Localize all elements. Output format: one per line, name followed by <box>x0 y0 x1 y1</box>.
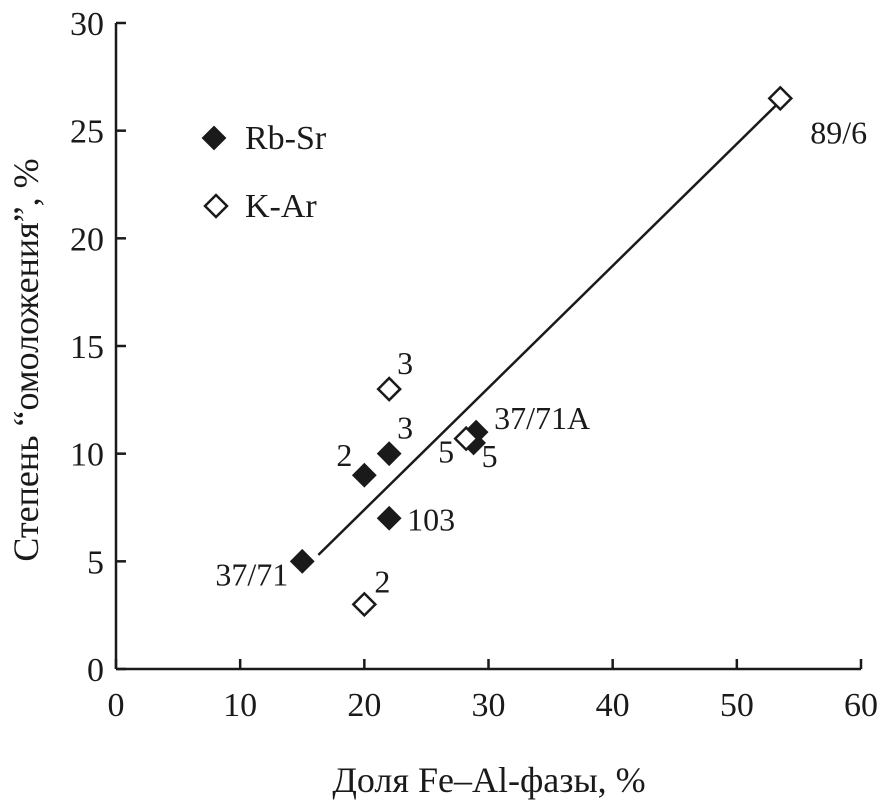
point-label: 37/71A <box>494 400 590 436</box>
x-tick-label: 10 <box>223 687 257 724</box>
legend-label-rb-sr: Rb-Sr <box>245 120 327 157</box>
y-tick-label: 0 <box>87 652 104 689</box>
legend-label-k-ar: K-Ar <box>245 188 317 225</box>
y-tick-label: 20 <box>70 221 104 258</box>
point-label: 37/71 <box>215 556 288 592</box>
y-axis-ticks: 0 5 10 15 20 25 30 <box>70 6 126 689</box>
x-tick-label: 20 <box>347 687 381 724</box>
x-tick-label: 60 <box>844 687 878 724</box>
legend-marker-rb-sr <box>201 125 227 151</box>
trendline-group <box>317 103 778 556</box>
legend-marker-k-ar <box>203 193 229 219</box>
rb-sr-point <box>351 462 377 488</box>
point-label: 2 <box>374 563 390 599</box>
data-points <box>289 85 794 618</box>
x-axis-ticks: 0 10 20 30 40 50 60 <box>108 659 878 724</box>
y-tick-label: 10 <box>70 437 104 474</box>
legend: Rb-Sr K-Ar <box>201 120 327 225</box>
point-label: 5 <box>482 438 498 474</box>
x-tick-label: 40 <box>596 687 630 724</box>
k-ar-point <box>376 376 402 402</box>
x-tick-label: 30 <box>472 687 506 724</box>
rb-sr-point <box>376 441 402 467</box>
y-tick-label: 5 <box>87 544 104 581</box>
y-axis-title: Степень “омоложения”, % <box>6 158 46 561</box>
y-tick-label: 25 <box>70 114 104 151</box>
trendline <box>317 103 778 556</box>
k-ar-point <box>351 591 378 618</box>
x-axis-title: Доля Fe–Al-фазы, % <box>332 760 645 800</box>
point-label: 3 <box>397 345 413 381</box>
point-label: 5 <box>438 434 454 470</box>
rb-sr-point <box>289 548 315 574</box>
point-label: 3 <box>397 410 413 446</box>
k-ar-point <box>453 425 479 452</box>
point-label: 103 <box>407 501 455 537</box>
k-ar-point <box>767 85 794 112</box>
x-tick-label: 0 <box>108 687 125 724</box>
point-label: 89/6 <box>810 114 867 150</box>
x-tick-label: 50 <box>720 687 754 724</box>
y-tick-label: 30 <box>70 6 104 43</box>
rb-sr-point <box>376 505 402 531</box>
y-tick-label: 15 <box>70 329 104 366</box>
point-label: 2 <box>336 437 352 473</box>
